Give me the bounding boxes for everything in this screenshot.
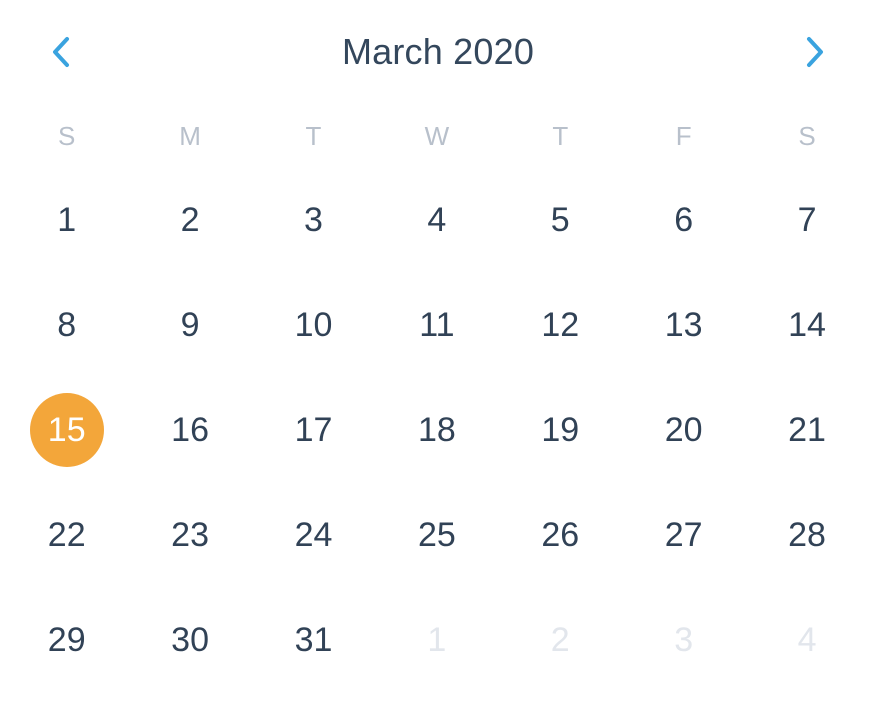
- day-number: 14: [788, 306, 826, 345]
- day-cell[interactable]: 22: [5, 482, 128, 587]
- day-number: 4: [797, 620, 817, 659]
- day-number: 3: [674, 620, 694, 659]
- previous-month-button[interactable]: [33, 22, 89, 82]
- day-cell[interactable]: 12: [499, 273, 622, 378]
- chevron-left-icon: [53, 37, 69, 67]
- month-title: March 2020: [341, 31, 535, 72]
- day-cell[interactable]: 13: [622, 273, 745, 378]
- day-number: 18: [417, 410, 456, 449]
- day-number: 2: [550, 620, 570, 659]
- day-number: 19: [541, 410, 580, 449]
- day-number: 10: [294, 306, 333, 345]
- day-cell[interactable]: 2: [128, 168, 251, 273]
- day-cell[interactable]: 18: [375, 378, 498, 483]
- day-cell[interactable]: 9: [128, 273, 251, 378]
- day-cell[interactable]: 25: [375, 482, 498, 587]
- selected-day-indicator: [29, 392, 104, 467]
- day-number: 4: [427, 201, 447, 240]
- day-number: 1: [427, 620, 447, 659]
- day-cell[interactable]: 27: [622, 482, 745, 587]
- day-cell[interactable]: 19: [499, 378, 622, 483]
- day-cell[interactable]: 16: [128, 378, 251, 483]
- day-cell[interactable]: 29: [5, 587, 128, 692]
- weekday-label: T: [552, 121, 569, 151]
- next-month-day-cell[interactable]: 1: [375, 587, 498, 692]
- next-month-day-cell[interactable]: 3: [622, 587, 745, 692]
- day-number: 6: [674, 201, 694, 240]
- next-month-button[interactable]: [787, 22, 843, 82]
- weekday-label: S: [798, 121, 816, 151]
- day-cell[interactable]: 31: [252, 587, 375, 692]
- weekday-label: T: [305, 121, 322, 151]
- day-number: 22: [47, 515, 86, 554]
- day-cell[interactable]: 10: [252, 273, 375, 378]
- day-cell[interactable]: 6: [622, 168, 745, 273]
- day-number: 26: [541, 515, 580, 554]
- day-number: 1: [57, 201, 77, 240]
- day-cell[interactable]: 24: [252, 482, 375, 587]
- day-cell[interactable]: 14: [745, 273, 868, 378]
- day-number: 11: [419, 306, 455, 345]
- day-number: 16: [171, 410, 209, 449]
- day-cell[interactable]: 30: [128, 587, 251, 692]
- next-month-day-cell[interactable]: 4: [745, 587, 868, 692]
- weekday-header-row: S M T W T F S: [5, 112, 869, 160]
- day-number: 27: [664, 515, 703, 554]
- days-grid: 1 2 3 4 5 6 7 8 9 10 11 12 13 14 15 16 1…: [5, 168, 869, 692]
- day-cell[interactable]: 28: [745, 482, 868, 587]
- day-number: 15: [47, 410, 86, 449]
- calendar-header: March 2020: [0, 0, 876, 104]
- day-cell[interactable]: 3: [252, 168, 375, 273]
- day-cell[interactable]: 1: [5, 168, 128, 273]
- day-number: 23: [171, 515, 209, 554]
- day-number: 29: [47, 620, 86, 659]
- day-number: 3: [304, 201, 323, 240]
- day-cell[interactable]: 11: [375, 273, 498, 378]
- day-number: 17: [294, 410, 333, 449]
- day-number: 28: [788, 515, 826, 554]
- day-number: 5: [550, 201, 570, 240]
- day-number: 30: [171, 620, 209, 659]
- day-number: 13: [664, 306, 703, 345]
- day-number: 25: [417, 515, 456, 554]
- day-cell[interactable]: 20: [622, 378, 745, 483]
- day-cell[interactable]: 21: [745, 378, 868, 483]
- day-number: 9: [180, 306, 200, 345]
- weekday-label: W: [424, 121, 450, 151]
- day-cell[interactable]: 4: [375, 168, 498, 273]
- day-cell[interactable]: 7: [745, 168, 868, 273]
- day-cell[interactable]: 8: [5, 273, 128, 378]
- selected-day-cell[interactable]: 15: [5, 378, 128, 483]
- day-cell[interactable]: 26: [499, 482, 622, 587]
- day-number: 2: [180, 201, 200, 240]
- day-cell[interactable]: 5: [499, 168, 622, 273]
- day-number: 12: [541, 306, 580, 345]
- chevron-right-icon: [807, 37, 823, 67]
- day-cell[interactable]: 23: [128, 482, 251, 587]
- day-number: 21: [788, 410, 826, 449]
- weekday-label: M: [179, 121, 201, 151]
- day-number: 31: [294, 620, 333, 659]
- day-cell[interactable]: 17: [252, 378, 375, 483]
- day-number: 8: [57, 306, 77, 345]
- day-number: 20: [664, 410, 703, 449]
- weekday-label: S: [58, 121, 76, 151]
- weekday-label: F: [675, 121, 692, 151]
- day-number: 7: [797, 201, 817, 240]
- day-number: 24: [294, 515, 333, 554]
- next-month-day-cell[interactable]: 2: [499, 587, 622, 692]
